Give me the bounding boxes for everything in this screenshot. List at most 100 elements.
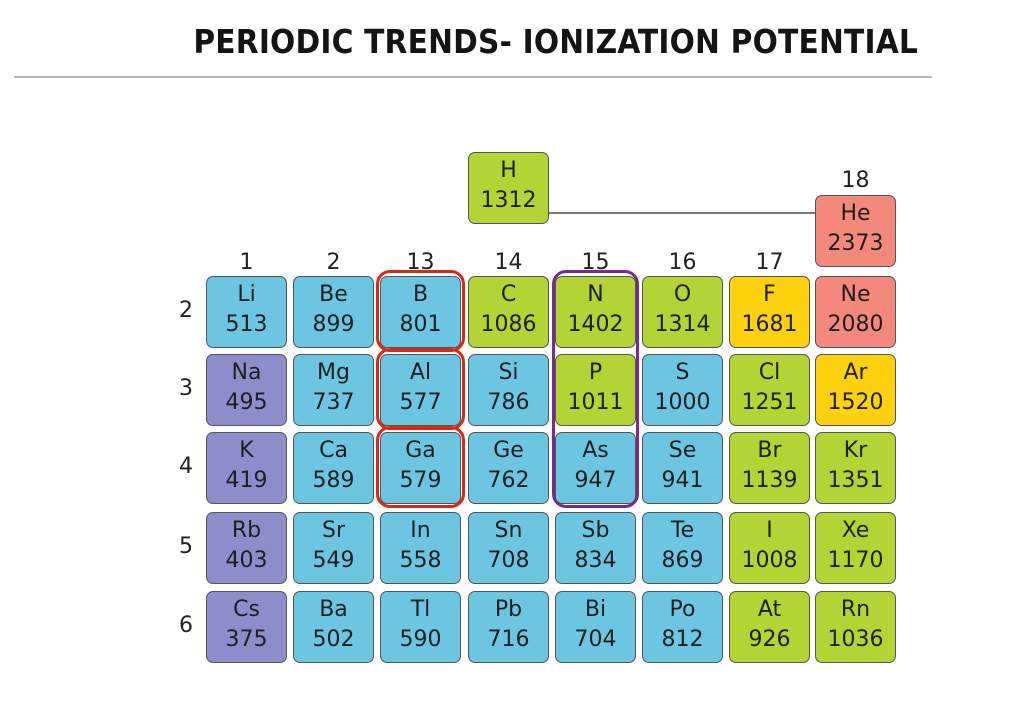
element-symbol: Li [237,282,256,307]
ionization-energy: 590 [399,627,442,652]
element-symbol: Sr [321,518,345,543]
element-cell-ar: Ar 1520 [815,354,896,426]
element-cell-na: Na 495 [206,354,287,426]
element-symbol: Si [498,360,519,385]
element-symbol: Ne [840,282,871,307]
element-cell-xe: Xe 1170 [815,512,896,584]
period-label-3: 3 [179,376,193,401]
element-cell-mg: Mg 737 [293,354,374,426]
element-symbol: S [675,360,690,385]
ionization-energy: 1351 [827,468,884,493]
ionization-energy: 1011 [567,390,624,415]
element-symbol: Tl [410,597,431,622]
element-cell-he: He 2373 [815,195,896,267]
period-label-2: 2 [179,298,193,323]
element-symbol: Xe [841,518,870,543]
element-symbol: Br [757,438,782,463]
ionization-energy: 2080 [827,312,884,337]
element-symbol: K [239,438,254,463]
group-label-2: 2 [326,250,341,275]
element-symbol: At [757,597,782,622]
element-cell-pb: Pb 716 [468,591,549,663]
ionization-energy: 1312 [480,188,537,213]
element-symbol: Na [231,360,262,385]
element-symbol: Ga [405,438,436,463]
ionization-energy: 704 [574,627,617,652]
element-symbol: Bi [584,597,607,622]
element-cell-rn: Rn 1036 [815,591,896,663]
element-symbol: Mg [317,360,350,385]
element-cell-in: In 558 [380,512,461,584]
element-symbol: Cl [758,360,781,385]
ionization-energy: 1000 [654,390,711,415]
ionization-energy: 869 [661,548,704,573]
element-cell-at: At 926 [729,591,810,663]
element-symbol: Sb [581,518,610,543]
element-cell-cl: Cl 1251 [729,354,810,426]
element-cell-s: S 1000 [642,354,723,426]
ionization-energy: 708 [487,548,530,573]
highlight-box-group-15 [552,270,639,508]
element-cell-b: B 801 [380,276,461,348]
ionization-energy: 577 [399,390,442,415]
element-cell-sn: Sn 708 [468,512,549,584]
element-cell-cs: Cs 375 [206,591,287,663]
element-cell-ne: Ne 2080 [815,276,896,348]
element-cell-be: Be 899 [293,276,374,348]
ionization-energy: 786 [487,390,530,415]
group-label-16: 16 [668,250,697,275]
element-cell-p: P 1011 [555,354,636,426]
element-symbol: Ba [319,597,348,622]
highlight-box-ga [376,426,465,508]
group-label-17: 17 [755,250,784,275]
element-cell-ge: Ge 762 [468,432,549,504]
element-cell-i: I 1008 [729,512,810,584]
element-symbol: Kr [843,438,868,463]
element-symbol: H [500,158,517,183]
group-label-1: 1 [239,250,254,275]
group-label-18: 18 [841,168,870,193]
ionization-energy: 812 [661,627,704,652]
ionization-energy: 1314 [654,312,711,337]
ionization-energy: 834 [574,548,617,573]
element-cell-as: As 947 [555,432,636,504]
element-symbol: Se [668,438,697,463]
element-symbol: Pb [494,597,523,622]
period-label-6: 6 [179,613,193,638]
element-cell-si: Si 786 [468,354,549,426]
ionization-energy: 737 [312,390,355,415]
element-symbol: Al [409,360,432,385]
element-symbol: C [500,282,517,307]
ionization-energy: 716 [487,627,530,652]
element-symbol: He [840,201,871,226]
group-label-14: 14 [494,250,523,275]
element-symbol: Ca [319,438,348,463]
element-cell-tl: Tl 590 [380,591,461,663]
element-cell-h: H 1312 [468,152,549,224]
element-symbol: Rn [840,597,871,622]
element-cell-po: Po 812 [642,591,723,663]
ionization-energy: 579 [399,468,442,493]
ionization-energy: 549 [312,548,355,573]
element-cell-te: Te 869 [642,512,723,584]
element-cell-ca: Ca 589 [293,432,374,504]
element-cell-c: C 1086 [468,276,549,348]
element-cell-f: F 1681 [729,276,810,348]
ionization-energy: 419 [225,468,268,493]
ionization-energy: 947 [574,468,617,493]
element-cell-al: Al 577 [380,354,461,426]
ionization-energy: 1086 [480,312,537,337]
ionization-energy: 375 [225,627,268,652]
element-symbol: O [673,282,692,307]
element-symbol: I [766,518,773,543]
element-symbol: N [587,282,604,307]
element-symbol: Te [670,518,695,543]
element-symbol: Ar [843,360,868,385]
ionization-energy: 762 [487,468,530,493]
element-symbol: P [588,360,603,385]
element-symbol: Be [319,282,348,307]
title-divider [14,76,932,78]
ionization-energy: 1251 [741,390,798,415]
highlight-box-al [376,348,465,430]
